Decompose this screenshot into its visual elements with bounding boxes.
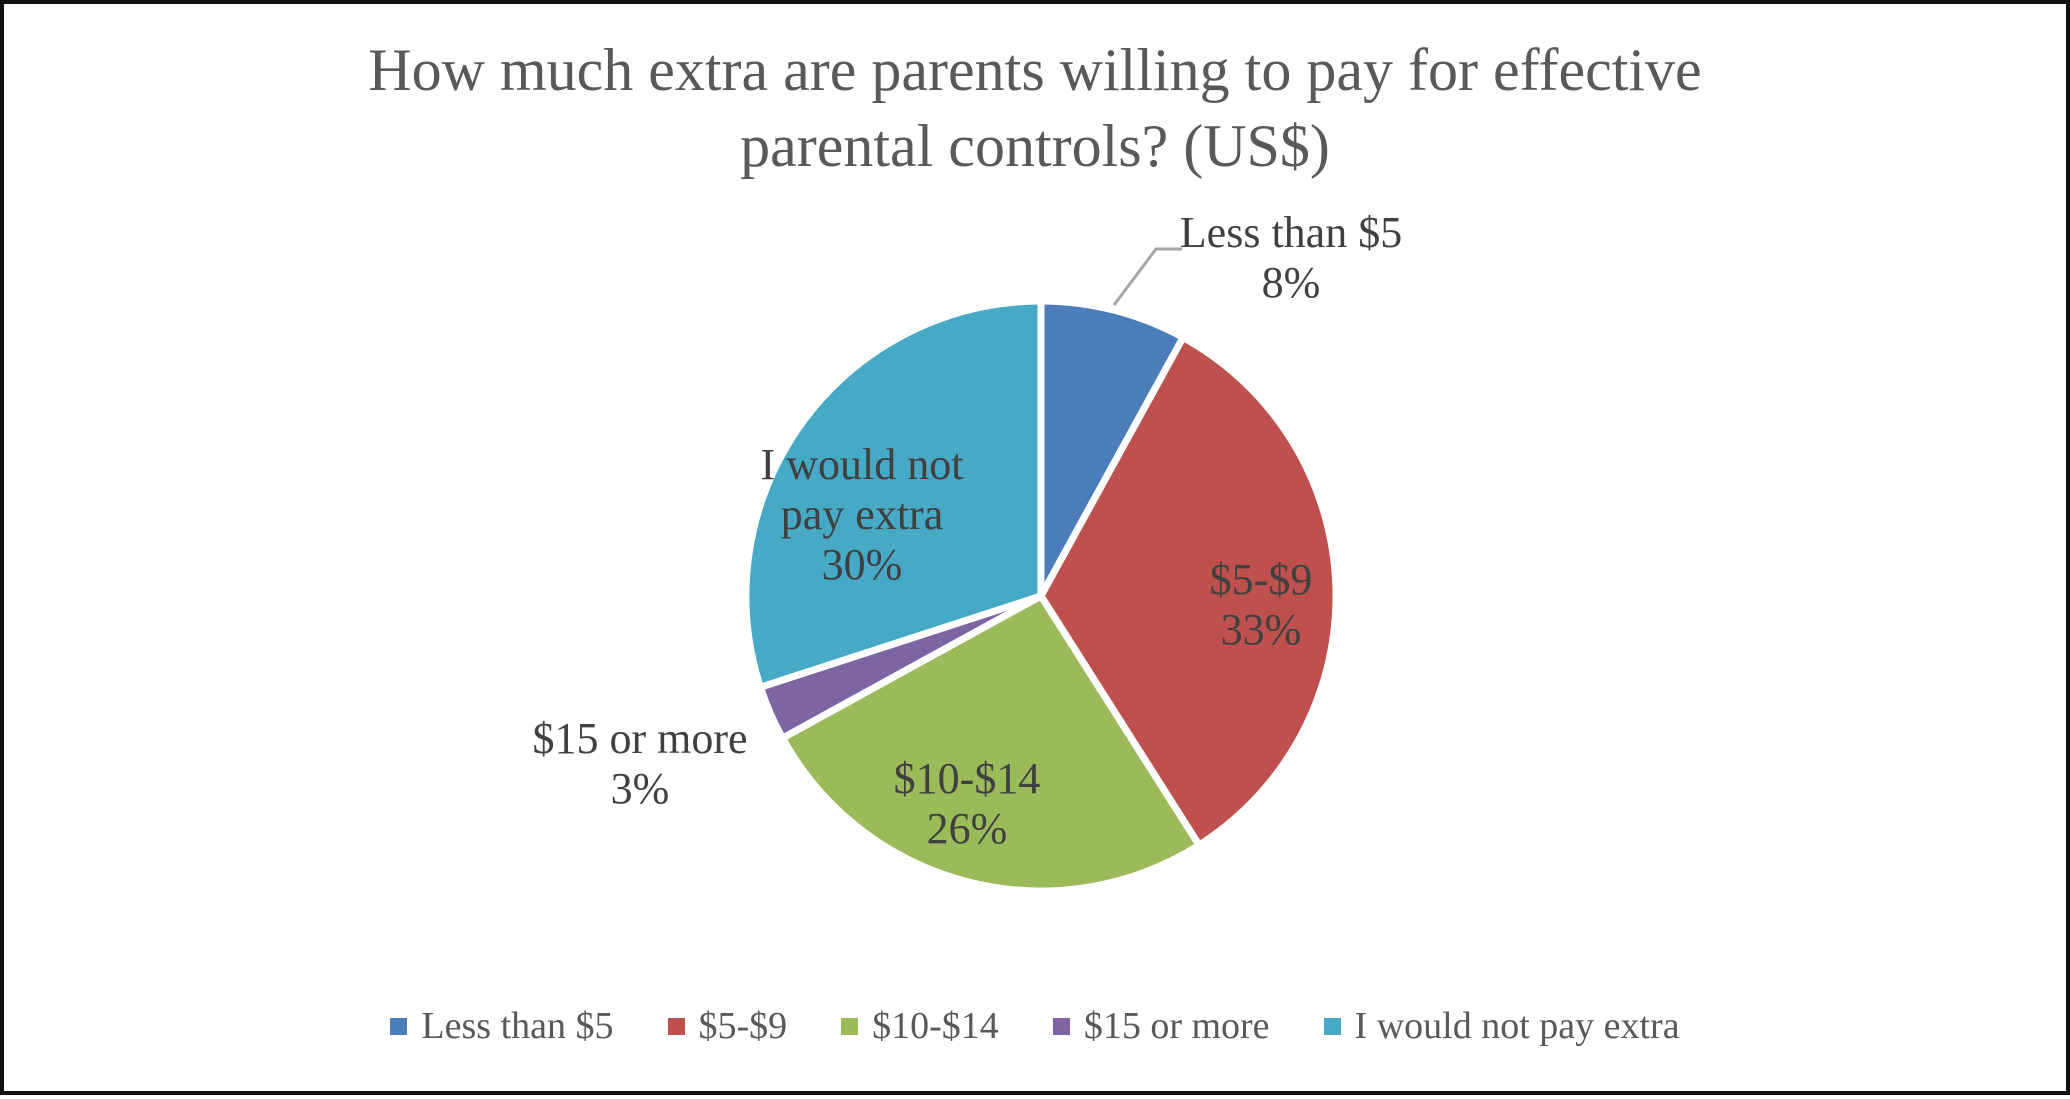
chart-title: How much extra are parents willing to pa… <box>4 32 2066 184</box>
data-label-category: $10-$14 <box>893 754 1041 803</box>
data-label-category: pay extra <box>780 490 944 539</box>
chart-title-line-2: parental controls? (US$) <box>740 113 1330 179</box>
data-label-less-than-5: Less than $5 8% <box>1081 208 1501 308</box>
legend-label: $10-$14 <box>872 1005 999 1047</box>
pie-slices <box>742 297 1340 895</box>
data-label-percent: 8% <box>1261 258 1321 307</box>
data-label-5-9: $5-$9 33% <box>1051 555 1471 655</box>
legend-label: $15 or more <box>1083 1005 1270 1047</box>
legend-item-5-9: $5-$9 <box>667 1004 788 1048</box>
data-label-percent: 33% <box>1220 605 1302 654</box>
data-label-percent: 26% <box>926 804 1008 853</box>
legend-label: $5-$9 <box>698 1005 788 1047</box>
data-label-15-or-more: $15 or more 3% <box>430 714 850 814</box>
legend-swatch-icon <box>1052 1017 1070 1035</box>
pie-slice-1 <box>1036 332 1340 850</box>
data-label-category: Less than $5 <box>1179 208 1403 257</box>
data-label-would-not-pay: I would not pay extra 30% <box>652 440 1072 590</box>
pie-svg <box>742 247 1340 895</box>
data-label-category: $5-$9 <box>1209 555 1313 604</box>
data-label-percent: 30% <box>821 540 903 589</box>
legend-swatch-icon <box>390 1017 408 1035</box>
legend-label: Less than $5 <box>421 1005 614 1047</box>
pie-slice-2 <box>777 591 1204 895</box>
data-label-percent: 3% <box>610 764 670 813</box>
legend-swatch-icon <box>667 1017 685 1035</box>
legend-swatch-icon <box>1323 1017 1341 1035</box>
data-label-10-14: $10-$14 26% <box>757 754 1177 854</box>
legend-label: I would not pay extra <box>1354 1005 1680 1047</box>
legend-item-15-or-more: $15 or more <box>1052 1004 1270 1048</box>
chart-title-line-1: How much extra are parents willing to pa… <box>368 37 1702 103</box>
data-label-category: I would not <box>760 440 964 489</box>
leader-line-less-than-5 <box>1112 247 1182 306</box>
pie-slice-4 <box>742 297 1045 692</box>
legend-swatch-icon <box>841 1017 859 1035</box>
data-label-category: $15 or more <box>532 714 748 763</box>
legend-item-10-14: $10-$14 <box>841 1004 999 1048</box>
legend-item-less-than-5: Less than $5 <box>390 1004 614 1048</box>
legend-item-would-not-pay: I would not pay extra <box>1323 1004 1680 1048</box>
chart-legend: Less than $5 $5-$9 $10-$14 $15 or more I… <box>4 1004 2066 1048</box>
pie-slice-0 <box>1037 297 1188 598</box>
